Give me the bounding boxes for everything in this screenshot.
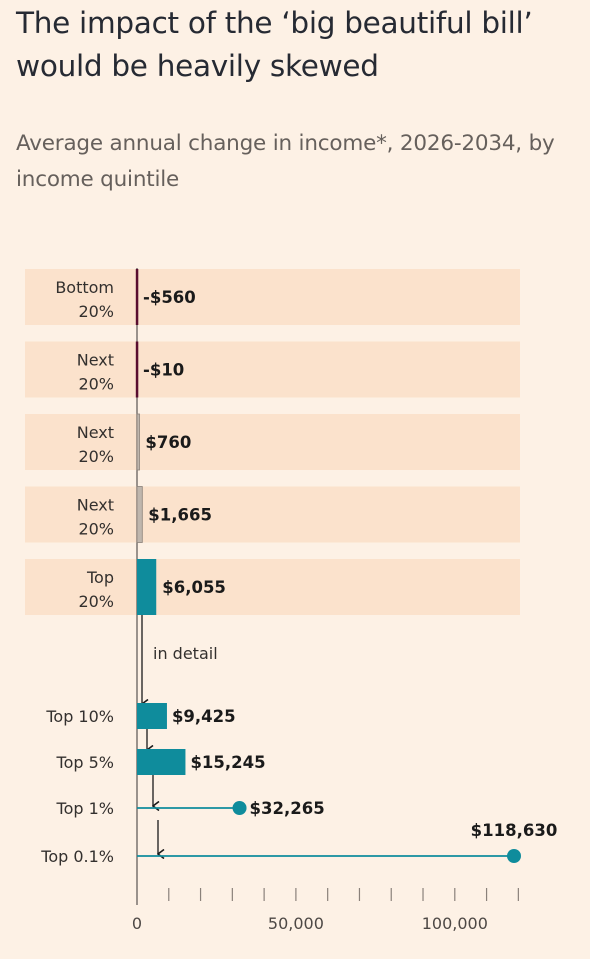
quintile-label: Next [77,351,114,370]
quintile-label: 20% [78,592,114,611]
quintile-label: 20% [78,375,114,394]
quintile-value-label: -$560 [143,288,196,307]
quintile-bar [137,559,157,615]
quintile-band [25,341,520,398]
detail-value-label: $118,630 [471,821,558,840]
quintile-band [25,269,520,325]
x-tick-label: 50,000 [268,914,324,933]
detail-label: in detail [153,644,218,663]
detail-value-label: $32,265 [250,799,325,818]
quintile-label: Top [86,568,114,587]
chart-title: The impact of the ‘big beautiful bill’ w… [16,6,533,83]
detail-value-label: $9,425 [172,707,236,726]
detail-row-label: Top 0.1% [40,847,114,866]
detail-value-label: $15,245 [190,753,265,772]
detail-dot [507,849,521,863]
quintile-bar [136,486,143,543]
detail-row-label: Top 10% [45,707,114,726]
x-tick-label: 100,000 [422,914,488,933]
detail-bar [137,749,186,775]
quintile-value-label: $1,665 [148,506,212,525]
quintile-bar [136,413,140,471]
quintile-label: 20% [78,520,114,539]
quintile-band [25,414,520,470]
detail-bar [137,703,167,729]
quintile-label: 20% [78,302,114,321]
quintile-label: Next [77,423,114,442]
quintile-value-label: -$10 [143,361,184,380]
detail-row-label: Top 5% [56,753,114,772]
detail-dot [232,801,247,815]
quintile-label: Next [77,496,114,515]
quintile-band [25,486,520,543]
x-tick-label: 0 [132,914,142,933]
chart-subtitle: Average annual change in income*, 2026-2… [16,131,555,192]
quintile-value-label: $6,055 [162,578,226,597]
quintile-bar [135,269,139,325]
quintile-label: Bottom [55,278,114,297]
quintile-value-label: $760 [145,433,191,452]
detail-row-label: Top 1% [56,799,114,818]
quintile-label: 20% [78,447,114,466]
quintile-band [25,559,520,615]
quintile-bar [135,341,139,398]
